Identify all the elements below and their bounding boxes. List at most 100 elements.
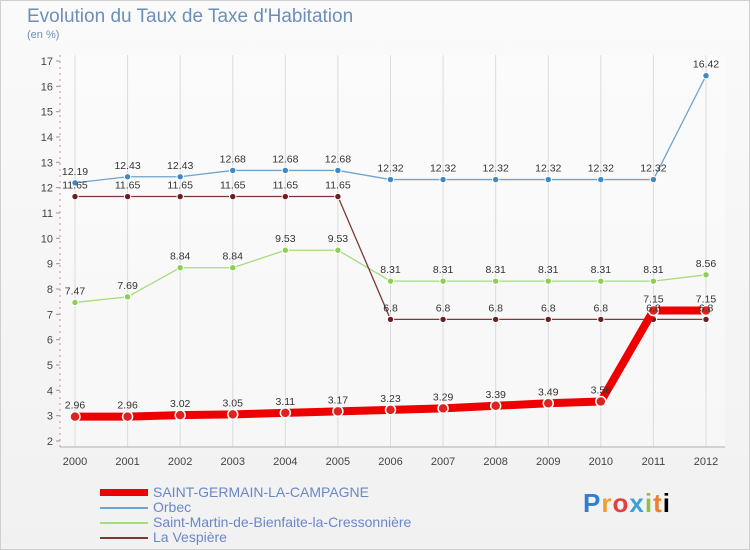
data-point bbox=[123, 293, 132, 301]
data-label: 8.31 bbox=[643, 264, 664, 276]
logo-letter: x bbox=[629, 488, 645, 518]
data-point bbox=[439, 315, 447, 324]
x-tick-label: 2012 bbox=[694, 456, 718, 468]
x-tick-label: 2009 bbox=[536, 456, 560, 468]
data-label: 3.11 bbox=[275, 396, 295, 408]
y-tick-label: 16 bbox=[41, 81, 53, 93]
data-label: 8.84 bbox=[223, 251, 244, 263]
data-label: 8.56 bbox=[696, 258, 717, 270]
data-label: 6.8 bbox=[488, 302, 503, 314]
data-point bbox=[174, 409, 186, 421]
data-point bbox=[334, 166, 342, 175]
x-tick-label: 2002 bbox=[168, 456, 192, 468]
data-label: 11.65 bbox=[167, 180, 193, 192]
data-label: 2.96 bbox=[65, 400, 86, 412]
data-label: 11.65 bbox=[62, 180, 88, 192]
data-point bbox=[489, 400, 502, 412]
y-tick-label: 4 bbox=[47, 385, 53, 397]
y-tick-label: 3 bbox=[47, 411, 53, 423]
data-point bbox=[123, 173, 132, 181]
data-point bbox=[229, 166, 237, 175]
y-tick-label: 7 bbox=[47, 309, 53, 321]
data-point bbox=[702, 71, 710, 80]
data-point bbox=[384, 404, 397, 416]
logo-letter: P bbox=[583, 488, 602, 518]
data-point bbox=[281, 166, 290, 175]
data-label: 7.47 bbox=[65, 285, 86, 297]
data-label: 6.8 bbox=[594, 302, 609, 314]
data-point bbox=[437, 402, 449, 415]
data-point bbox=[71, 298, 79, 307]
data-point bbox=[544, 175, 552, 184]
data-label: 12.32 bbox=[430, 163, 456, 175]
legend-swatch-saint-martin bbox=[100, 522, 148, 524]
data-point bbox=[386, 175, 395, 184]
x-tick-label: 2005 bbox=[326, 456, 350, 468]
data-point bbox=[281, 192, 290, 201]
x-tick-label: 2000 bbox=[63, 456, 87, 468]
legend-label-la-vespiere: La Vespière bbox=[153, 529, 227, 545]
x-tick-label: 2003 bbox=[221, 456, 245, 468]
y-tick-label: 17 bbox=[41, 56, 53, 68]
x-tick-label: 2007 bbox=[431, 456, 455, 468]
x-tick-label: 2004 bbox=[273, 456, 297, 468]
data-label: 8.31 bbox=[485, 264, 506, 276]
data-point bbox=[544, 315, 552, 324]
data-point bbox=[491, 277, 500, 285]
data-point bbox=[71, 179, 79, 187]
y-tick-label: 6 bbox=[47, 335, 53, 347]
logo-letter: r bbox=[601, 488, 613, 518]
data-label: 9.53 bbox=[275, 233, 296, 245]
data-label: 8.31 bbox=[433, 264, 454, 276]
data-point bbox=[386, 315, 395, 324]
data-label: 16.42 bbox=[693, 59, 719, 71]
data-label: 8.31 bbox=[380, 264, 401, 276]
data-label: 6.8 bbox=[541, 302, 556, 314]
data-point bbox=[700, 304, 712, 317]
y-tick-label: 5 bbox=[47, 360, 53, 372]
data-point bbox=[542, 397, 554, 410]
y-tick-label: 14 bbox=[41, 132, 53, 144]
data-point bbox=[281, 246, 290, 254]
data-label: 3.23 bbox=[380, 393, 401, 405]
y-tick-label: 12 bbox=[41, 183, 53, 195]
y-tick-label: 2 bbox=[47, 436, 53, 448]
data-label: 3.02 bbox=[170, 398, 191, 410]
data-label: 12.32 bbox=[377, 163, 403, 175]
x-tick-label: 2001 bbox=[115, 456, 139, 468]
data-label: 8.31 bbox=[591, 264, 612, 276]
data-label: 12.68 bbox=[325, 153, 351, 165]
logo-letter: o bbox=[612, 488, 630, 518]
data-point bbox=[702, 271, 710, 279]
data-point bbox=[227, 408, 239, 421]
data-point bbox=[176, 192, 184, 201]
legend-label-orbec: Orbec bbox=[153, 499, 192, 515]
data-label: 11.65 bbox=[273, 180, 299, 192]
logo-letter: t bbox=[653, 488, 663, 518]
data-label: 12.68 bbox=[220, 153, 246, 165]
logo-letter: i bbox=[644, 488, 654, 518]
data-label: 12.68 bbox=[272, 153, 298, 165]
data-label: 12.32 bbox=[640, 163, 666, 175]
data-label: 11.65 bbox=[220, 180, 246, 192]
data-point bbox=[332, 405, 344, 418]
y-tick-label: 15 bbox=[41, 107, 53, 119]
logo-letter: i bbox=[662, 488, 671, 518]
data-point bbox=[71, 192, 79, 201]
legend-swatch-orbec bbox=[100, 507, 148, 509]
data-point bbox=[176, 173, 184, 181]
data-label: 3.56 bbox=[591, 384, 612, 396]
proxiti-logo: Proxiti bbox=[583, 488, 671, 519]
data-point bbox=[544, 277, 552, 285]
y-tick-label: 13 bbox=[41, 157, 53, 169]
data-point bbox=[595, 395, 607, 408]
data-label: 12.32 bbox=[483, 163, 509, 175]
chart-title: Evolution du Taux de Taxe d'Habitation bbox=[27, 6, 354, 27]
data-point bbox=[647, 304, 660, 317]
data-point bbox=[334, 246, 342, 254]
data-point bbox=[439, 277, 447, 285]
data-point bbox=[702, 315, 710, 324]
data-point bbox=[491, 175, 500, 184]
